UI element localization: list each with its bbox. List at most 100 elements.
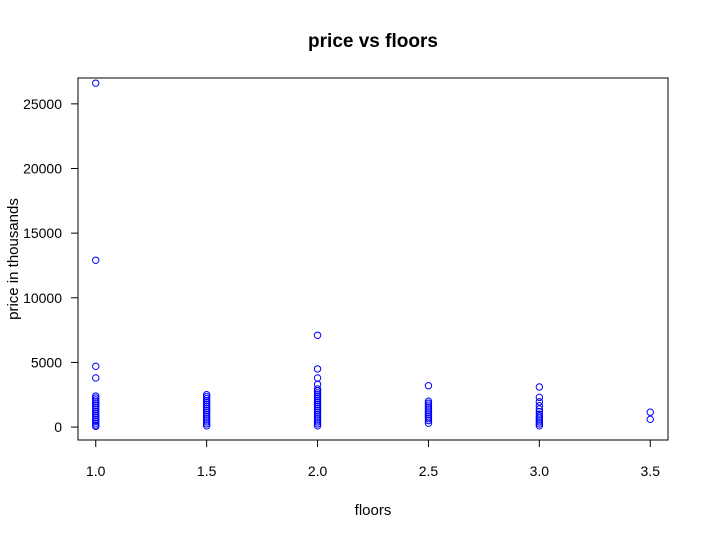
y-axis-label: price in thousands — [5, 198, 22, 320]
data-point — [646, 408, 654, 416]
data-point — [92, 374, 100, 382]
data-point — [313, 385, 322, 393]
data-point — [424, 382, 433, 390]
data-point — [313, 392, 322, 401]
data-point — [92, 398, 100, 406]
data-point — [313, 400, 322, 409]
data-point — [92, 409, 100, 418]
data-point — [313, 408, 322, 416]
data-point — [424, 411, 433, 419]
data-point — [202, 418, 211, 426]
x-axis: 1.0 1.5 2.0 2.5 3.0 3.5 — [86, 439, 661, 479]
x-tick-label: 3.5 — [641, 463, 661, 479]
data-point — [92, 415, 100, 424]
data-point — [535, 418, 544, 426]
data-point — [202, 400, 211, 409]
data-point — [313, 416, 322, 424]
data-point — [313, 394, 322, 403]
data-point — [313, 422, 322, 430]
data-point — [313, 402, 322, 411]
plot-frame — [77, 77, 669, 441]
data-point — [202, 402, 211, 411]
data-point — [535, 383, 544, 391]
chart-title: price vs floors — [308, 31, 438, 52]
x-tick-label: 2.0 — [308, 463, 328, 479]
x-axis-label: floors — [355, 502, 392, 519]
data-point — [535, 416, 544, 424]
data-point — [313, 412, 322, 420]
data-point — [92, 411, 100, 420]
data-point — [313, 396, 322, 405]
data-point — [92, 402, 100, 410]
data-point — [424, 414, 433, 423]
x-tick-label: 1.5 — [197, 463, 217, 479]
data-point — [202, 420, 211, 428]
data-point — [313, 391, 322, 399]
data-points — [92, 79, 654, 431]
data-point — [92, 422, 100, 431]
data-point — [535, 420, 544, 428]
data-point — [92, 79, 100, 87]
y-axis: 0 5000 10000 15000 20000 25000 — [23, 96, 79, 435]
x-tick-label: 2.5 — [419, 463, 439, 479]
data-point — [535, 422, 544, 430]
y-tick-label: 15000 — [23, 225, 62, 241]
data-point — [92, 417, 100, 425]
data-point — [313, 410, 322, 418]
data-point — [202, 404, 211, 413]
data-point — [202, 422, 211, 430]
data-point — [424, 409, 433, 417]
data-point — [313, 374, 322, 382]
data-point — [92, 392, 100, 400]
data-point — [92, 400, 100, 408]
y-tick-label: 25000 — [23, 96, 62, 112]
y-tick-label: 10000 — [23, 290, 62, 306]
data-point — [313, 404, 322, 413]
data-point — [92, 256, 100, 264]
data-point — [92, 405, 100, 414]
data-point — [424, 397, 433, 405]
data-point — [202, 394, 211, 403]
data-point — [92, 403, 100, 412]
data-point — [313, 420, 322, 428]
data-point — [92, 362, 100, 371]
data-point — [202, 398, 211, 407]
data-point — [92, 419, 100, 427]
data-point — [313, 406, 322, 414]
data-point — [313, 365, 322, 373]
y-tick-label: 0 — [54, 419, 62, 435]
data-point — [92, 394, 100, 402]
data-point — [535, 398, 544, 406]
data-point — [313, 414, 322, 422]
data-point — [202, 416, 211, 424]
data-point — [424, 416, 433, 425]
data-point — [92, 407, 100, 416]
data-point — [202, 410, 211, 418]
data-point — [424, 399, 433, 407]
x-tick-label: 3.0 — [530, 463, 550, 479]
data-point — [202, 392, 211, 401]
data-point — [92, 396, 100, 404]
data-point — [535, 393, 544, 402]
data-point — [424, 419, 433, 427]
data-point — [424, 403, 433, 411]
data-point — [535, 412, 544, 420]
data-point — [202, 406, 211, 414]
data-point — [646, 415, 654, 424]
data-point — [202, 408, 211, 416]
data-point — [535, 405, 544, 413]
data-point — [313, 418, 322, 426]
data-point — [202, 412, 211, 420]
y-tick-label: 5000 — [31, 354, 62, 370]
data-point — [92, 413, 100, 422]
data-point — [535, 402, 544, 410]
x-tick-label: 1.0 — [86, 463, 106, 479]
data-point — [313, 398, 322, 407]
data-point — [313, 387, 322, 395]
data-point — [313, 389, 322, 397]
data-point — [535, 410, 544, 418]
data-point — [424, 405, 433, 413]
data-point — [313, 331, 322, 339]
